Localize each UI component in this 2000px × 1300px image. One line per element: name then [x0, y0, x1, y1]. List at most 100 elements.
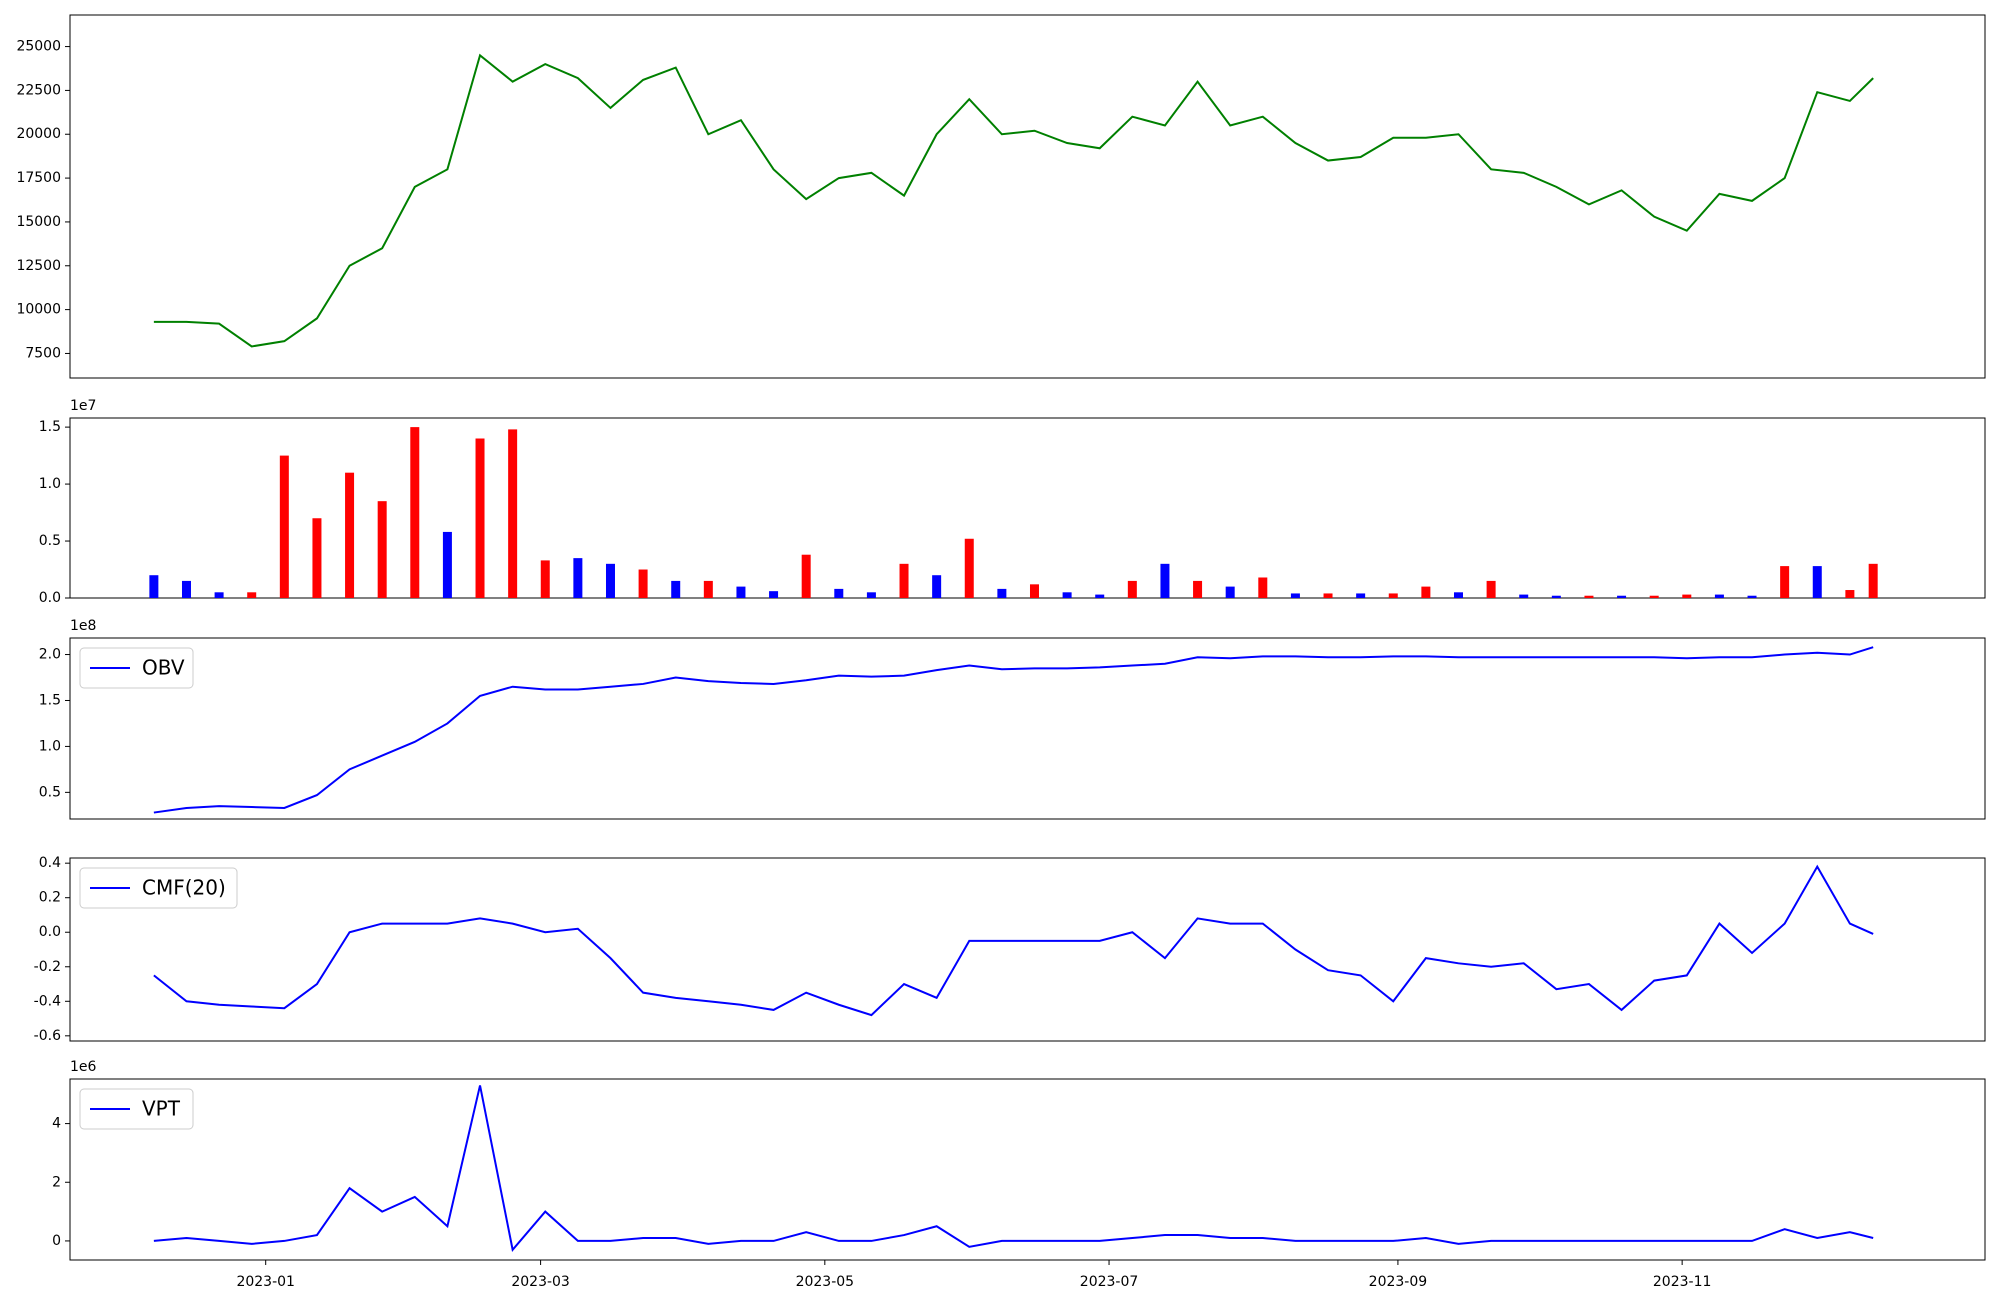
volume-bar — [1453, 592, 1463, 598]
volume-bar — [508, 429, 518, 598]
y-tick-label: 0.5 — [39, 533, 61, 549]
indicator-line — [153, 1085, 1874, 1252]
volume-bar — [1193, 580, 1203, 598]
volume-bar — [1160, 563, 1170, 598]
axis-offset-label: 1e8 — [70, 618, 96, 634]
x-tick-label: 2023-05 — [796, 1274, 855, 1290]
legend-box — [79, 647, 194, 689]
volume-bar — [442, 531, 452, 598]
volume-bar — [866, 592, 876, 598]
volume-bar — [214, 592, 224, 598]
volume-bar — [1258, 577, 1268, 598]
y-tick-label: 0 — [52, 1233, 61, 1249]
volume-bar — [1747, 595, 1757, 598]
axis-offset-label: 1e6 — [70, 1059, 97, 1075]
x-tick-label: 2023-09 — [1369, 1274, 1428, 1290]
volume-bar — [1551, 595, 1561, 598]
volume-bar — [638, 569, 648, 598]
volume-bar — [736, 586, 746, 598]
y-tick-label: 1.5 — [39, 419, 61, 435]
legend-box — [79, 1088, 194, 1130]
y-tick-label: 12500 — [16, 258, 61, 274]
y-tick-label: 2 — [52, 1174, 61, 1190]
volume-bar — [1812, 566, 1822, 598]
volume-bar — [834, 588, 844, 598]
y-tick-label: 1.5 — [39, 692, 61, 708]
y-tick-label: 1.0 — [39, 476, 61, 492]
volume-bar — [899, 563, 909, 598]
x-tick-label: 2023-07 — [1080, 1274, 1139, 1290]
plot-frame — [69, 14, 1986, 379]
y-tick-label: 0.0 — [39, 924, 61, 940]
volume-bar — [605, 563, 615, 598]
y-tick-label: 10000 — [16, 302, 61, 318]
volume-bar — [1029, 584, 1039, 598]
volume-bar — [964, 538, 974, 598]
volume-bar — [573, 558, 583, 598]
volume-bar — [377, 501, 387, 598]
volume-bar — [1095, 594, 1105, 598]
y-tick-label: 0.5 — [39, 784, 61, 800]
volume-bar — [1356, 593, 1366, 598]
volume-bar — [345, 472, 355, 598]
y-tick-label: 7500 — [25, 345, 61, 361]
x-tick-label: 2023-03 — [511, 1274, 570, 1290]
volume-bar — [801, 554, 811, 598]
indicator-line — [153, 646, 1874, 814]
volume-bar — [1714, 594, 1724, 598]
volume-bar — [1584, 595, 1594, 598]
volume-bar — [769, 591, 779, 598]
legend-label: OBV — [142, 656, 185, 680]
x-tick-label: 2023-01 — [236, 1274, 295, 1290]
y-tick-label: 0.4 — [39, 855, 61, 871]
plot-frame — [69, 417, 1986, 599]
y-tick-label: 25000 — [16, 39, 61, 55]
y-tick-label: -0.6 — [34, 1028, 61, 1044]
plot-frame — [69, 1078, 1986, 1261]
legend-label: VPT — [142, 1097, 181, 1121]
volume-bar — [1780, 566, 1790, 598]
y-tick-label: 2.0 — [39, 647, 61, 663]
indicator-line — [153, 864, 1874, 1017]
volume-bar — [1868, 563, 1878, 598]
volume-bar — [1486, 580, 1496, 598]
volume-bar — [1323, 593, 1333, 598]
volume-bar — [149, 575, 159, 598]
volume-bar — [1519, 594, 1529, 598]
y-tick-label: 0.2 — [39, 890, 61, 906]
y-tick-label: 22500 — [16, 82, 61, 98]
y-tick-label: 0.0 — [39, 590, 61, 606]
volume-bar — [1388, 593, 1398, 598]
legend-label: CMF(20) — [142, 876, 226, 900]
price-line — [153, 53, 1874, 348]
y-tick-label: 4 — [52, 1116, 61, 1132]
volume-bar — [410, 427, 420, 598]
y-tick-label: 1.0 — [39, 738, 61, 754]
plot-frame — [69, 857, 1986, 1042]
legend-box — [79, 867, 238, 909]
volume-bar — [1649, 595, 1659, 598]
volume-bar — [1845, 590, 1855, 598]
volume-bar — [181, 580, 191, 598]
axis-offset-label: 1e7 — [70, 398, 96, 414]
y-tick-label: -0.4 — [34, 993, 61, 1009]
volume-bar — [1127, 580, 1137, 598]
y-tick-label: 15000 — [16, 214, 61, 230]
plot-frame — [69, 637, 1986, 820]
volume-bar — [997, 588, 1007, 598]
volume-bar — [671, 580, 681, 598]
volume-bar — [1682, 594, 1692, 598]
y-tick-label: 20000 — [16, 126, 61, 142]
volume-bar — [1290, 593, 1300, 598]
y-tick-label: -0.2 — [34, 959, 61, 975]
volume-bar — [1421, 586, 1431, 598]
volume-bar — [1225, 586, 1235, 598]
volume-bar — [475, 438, 485, 598]
volume-bar — [540, 560, 550, 598]
volume-bar — [312, 518, 322, 598]
volume-bar — [703, 580, 713, 598]
y-tick-label: 17500 — [16, 170, 61, 186]
volume-bar — [279, 455, 289, 598]
